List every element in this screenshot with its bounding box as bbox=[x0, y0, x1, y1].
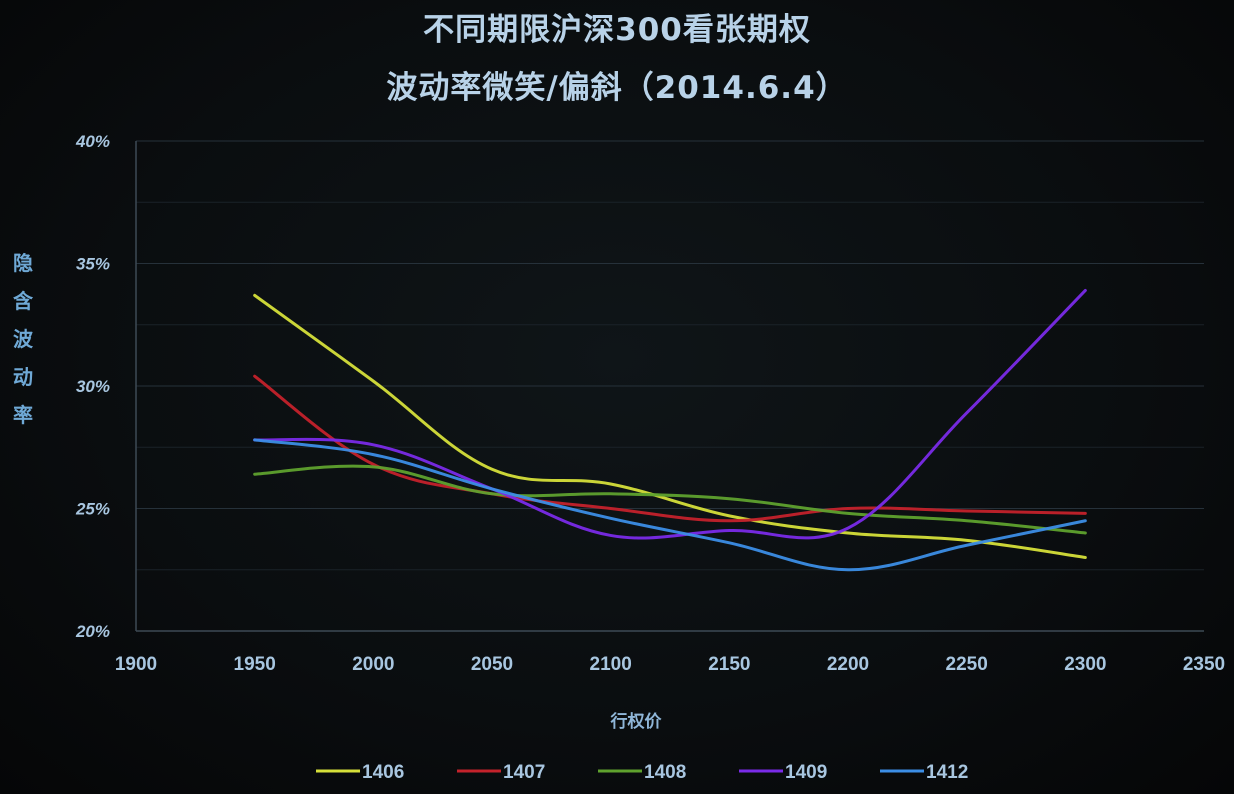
x-tick-label: 2100 bbox=[590, 654, 632, 675]
series-line-1408 bbox=[253, 464, 1087, 535]
legend-label-1409: 1409 bbox=[785, 762, 827, 783]
series-line-1409 bbox=[253, 288, 1087, 540]
x-tick-label: 2050 bbox=[471, 654, 513, 675]
x-tick-label: 1900 bbox=[115, 654, 157, 675]
gridlines bbox=[136, 140, 1204, 632]
legend-label-1406: 1406 bbox=[362, 762, 404, 783]
x-tick-label: 2150 bbox=[708, 654, 750, 675]
x-tick-label: 2000 bbox=[352, 654, 394, 675]
x-tick-label: 1950 bbox=[234, 654, 276, 675]
axes: 40% 35% 30% 25% 20% 1900 1950 2000 2050 2100 2150 2… bbox=[75, 132, 1225, 675]
x-axis-label: 行权价 bbox=[610, 711, 663, 732]
series-line-1406 bbox=[253, 293, 1087, 559]
y-tick-label: 35% bbox=[76, 255, 110, 274]
y-tick-label: 25% bbox=[75, 500, 110, 519]
y-tick-label: 20% bbox=[75, 622, 110, 641]
x-tick-label: 2350 bbox=[1183, 654, 1225, 675]
legend-label-1408: 1408 bbox=[644, 762, 686, 783]
x-tick-label: 2250 bbox=[946, 654, 988, 675]
chart-subtitle: 波动率微笑/偏斜（2014.6.4） bbox=[386, 70, 848, 106]
x-tick-label: 2300 bbox=[1064, 654, 1106, 675]
legend-label-1407: 1407 bbox=[503, 762, 545, 783]
series-line-1412 bbox=[253, 438, 1087, 572]
y-tick-label: 40% bbox=[75, 132, 110, 151]
chart-title: 不同期限沪深300看张期权 bbox=[423, 12, 811, 48]
series-lines bbox=[253, 288, 1087, 572]
series-line-1407 bbox=[253, 374, 1087, 523]
x-tick-label: 2200 bbox=[827, 654, 869, 675]
legend: 1406 1407 1408 1409 1412 bbox=[316, 762, 968, 783]
legend-label-1412: 1412 bbox=[926, 762, 968, 783]
y-tick-label: 30% bbox=[76, 377, 110, 396]
y-axis-label: 隐含波动率 bbox=[13, 251, 33, 427]
